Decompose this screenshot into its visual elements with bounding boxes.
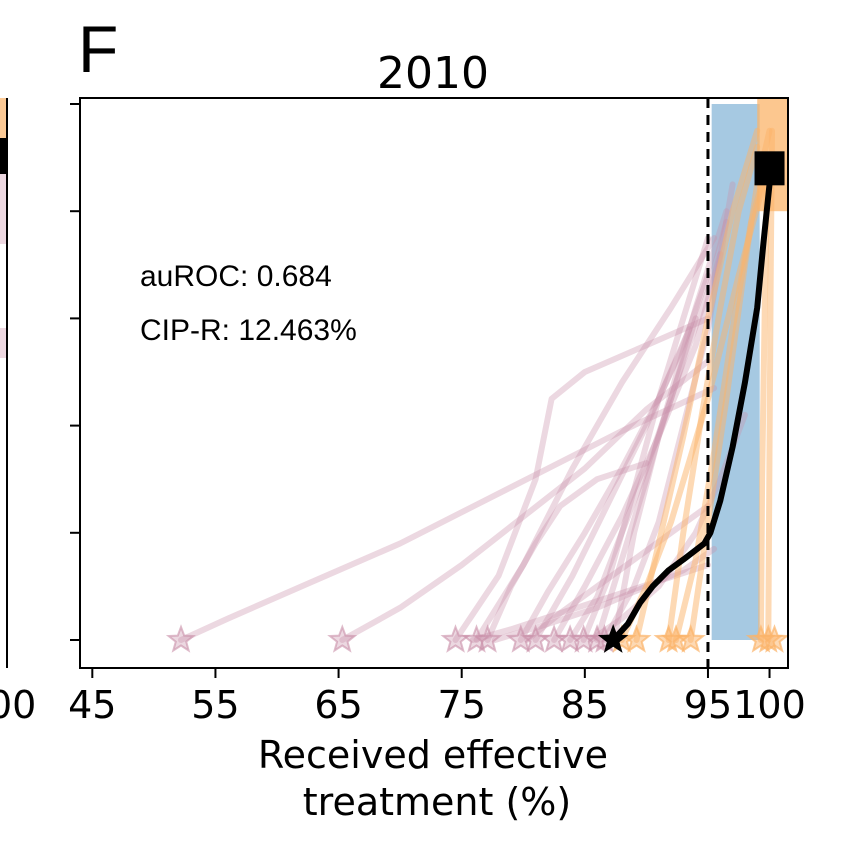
pink-trajectory-7	[551, 251, 724, 643]
pink-trajectory-15	[611, 218, 730, 643]
pink-trajectories	[178, 181, 748, 643]
pink-trajectory-1	[339, 358, 711, 643]
pink-trajectory-9	[580, 235, 711, 643]
pink-trajectory-0	[178, 385, 718, 643]
left-panel-tick-label: 00	[0, 683, 36, 727]
y-axis-ticks	[70, 103, 80, 641]
main-trajectory	[597, 151, 785, 653]
pink-trajectory-10	[594, 208, 730, 643]
orange-star-4	[675, 624, 706, 653]
plot-frame	[79, 97, 789, 669]
left-panel-pink-band	[0, 174, 6, 244]
pink-trajectory-8	[567, 315, 699, 643]
cipr-annotation: CIP-R: 12.463%	[140, 314, 357, 347]
auroc-annotation: auROC: 0.684	[140, 260, 332, 293]
pink-star-1	[327, 624, 358, 653]
left-panel-pink-band-lower	[0, 328, 6, 358]
pink-star-4	[472, 624, 503, 653]
main-end-square	[754, 151, 785, 186]
pink-trajectory-3	[473, 235, 718, 643]
orange-trajectory-6	[765, 127, 775, 643]
left-panel-fragment: 00	[0, 98, 36, 727]
pink-trajectory-12	[524, 503, 711, 643]
pink-trajectory-4	[484, 460, 650, 643]
left-panel-black-marker	[0, 138, 7, 174]
blue-shaded-band	[711, 104, 760, 640]
plot-area: 45 55 65 75 85 95 100	[68, 97, 806, 727]
x-axis-label-line2: treatment (%)	[303, 780, 571, 824]
pink-trajectory-6	[532, 272, 711, 643]
orange-trajectory-1	[665, 143, 761, 643]
main-start-star	[597, 624, 629, 653]
x-tick-label-3: 75	[438, 683, 486, 727]
x-tick-label-5: 95	[684, 683, 732, 727]
left-panel-orange-band	[0, 98, 6, 138]
orange-trajectories	[618, 127, 775, 643]
x-tick-label-6: 100	[733, 683, 806, 727]
main-trajectory-line	[610, 165, 773, 643]
pink-trajectory-5	[517, 326, 693, 643]
pink-star-0	[165, 624, 196, 653]
panel-letter: F	[78, 12, 118, 86]
x-axis-label-line1: Received effective	[258, 733, 608, 777]
x-axis-ticks: 45 55 65 75 85 95 100	[68, 668, 806, 727]
pink-trajectory-13	[491, 545, 718, 643]
x-tick-label-4: 85	[561, 683, 609, 727]
x-tick-label-0: 45	[68, 683, 116, 727]
pink-trajectory-2	[452, 315, 711, 643]
x-tick-label-1: 55	[191, 683, 239, 727]
x-tick-label-2: 65	[314, 683, 362, 727]
chart-title: 2010	[377, 48, 489, 99]
pink-star-3	[461, 624, 492, 653]
orange-star-7	[759, 624, 790, 653]
pink-trajectory-16	[469, 562, 711, 643]
